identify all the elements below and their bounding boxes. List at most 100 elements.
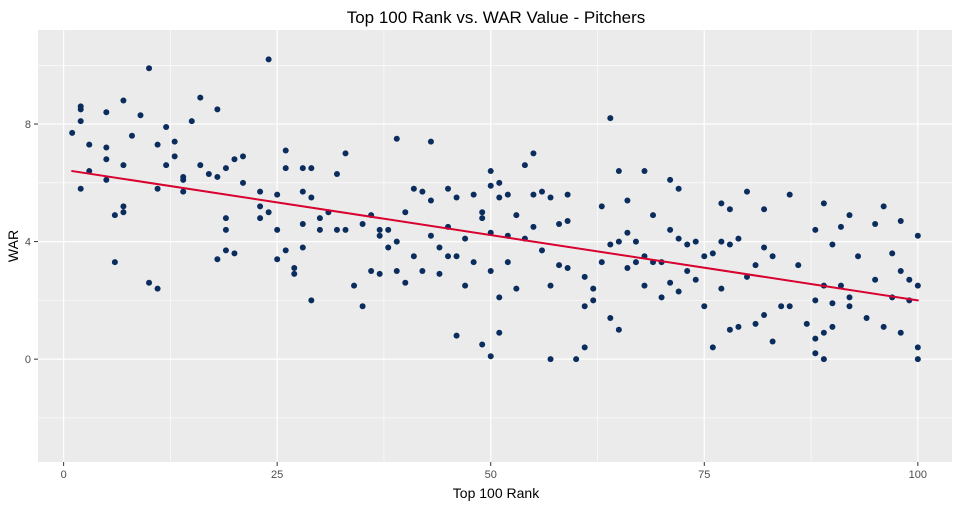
data-point xyxy=(154,141,161,148)
data-point xyxy=(846,294,853,301)
data-point xyxy=(120,97,127,104)
data-point xyxy=(419,267,426,274)
data-point xyxy=(154,285,161,292)
data-point xyxy=(889,250,896,257)
data-point xyxy=(496,329,503,336)
data-point xyxy=(316,215,323,222)
data-points xyxy=(69,56,921,363)
x-tick-label: 75 xyxy=(698,469,710,481)
data-point xyxy=(607,241,614,248)
data-point xyxy=(667,176,674,183)
data-point xyxy=(709,250,716,257)
trend-line-group xyxy=(71,170,919,302)
data-point xyxy=(863,315,870,321)
data-point xyxy=(675,185,682,192)
data-point xyxy=(718,200,725,207)
data-point xyxy=(880,323,887,330)
data-point xyxy=(197,94,204,101)
data-point xyxy=(897,218,904,225)
data-point xyxy=(761,206,768,213)
data-point xyxy=(547,282,554,289)
data-point xyxy=(146,279,153,286)
data-point xyxy=(299,188,306,195)
data-point xyxy=(333,226,340,233)
data-point xyxy=(624,265,631,272)
x-tick-label: 100 xyxy=(909,469,927,481)
data-point xyxy=(214,256,221,263)
x-tick-label: 0 xyxy=(61,469,67,481)
data-point xyxy=(427,197,434,204)
data-point xyxy=(436,270,443,277)
data-point xyxy=(914,232,921,239)
data-point xyxy=(427,138,434,145)
y-tick-label: 4 xyxy=(25,237,31,249)
data-point xyxy=(103,109,110,116)
data-point xyxy=(897,267,904,274)
data-point xyxy=(308,297,315,304)
data-point xyxy=(479,215,486,222)
data-point xyxy=(240,179,247,186)
data-point xyxy=(812,335,819,342)
data-point xyxy=(308,194,315,201)
data-point xyxy=(872,276,879,283)
data-point xyxy=(530,150,537,157)
data-point xyxy=(453,332,460,339)
data-point xyxy=(684,241,691,248)
data-point xyxy=(769,253,776,260)
data-point xyxy=(641,168,648,175)
data-point xyxy=(914,344,921,351)
data-point xyxy=(718,285,725,292)
data-point xyxy=(641,282,648,289)
data-point xyxy=(709,344,716,351)
data-point xyxy=(120,203,127,210)
data-point xyxy=(701,303,708,310)
data-point xyxy=(786,303,793,310)
data-point xyxy=(274,256,281,263)
axis-ticks: 0 25 50 75 100 0 4 8 xyxy=(25,119,927,481)
data-point xyxy=(487,353,494,360)
data-point xyxy=(470,259,477,266)
data-point xyxy=(752,320,759,327)
data-point xyxy=(77,106,84,113)
data-point xyxy=(735,235,742,242)
data-point xyxy=(658,294,665,301)
data-point xyxy=(906,276,913,283)
data-point xyxy=(462,235,469,242)
data-point xyxy=(820,356,827,363)
data-point xyxy=(376,232,383,239)
data-point xyxy=(410,185,417,192)
data-point xyxy=(436,244,443,251)
data-point xyxy=(103,156,110,163)
data-point xyxy=(282,165,289,172)
data-point xyxy=(231,250,238,257)
data-point xyxy=(880,203,887,210)
data-point xyxy=(462,282,469,289)
data-point xyxy=(128,132,135,139)
data-point xyxy=(231,156,238,163)
data-point xyxy=(829,300,836,307)
data-point xyxy=(265,209,272,216)
data-point xyxy=(590,285,597,292)
data-point xyxy=(897,329,904,336)
data-point xyxy=(453,194,460,201)
data-point xyxy=(103,144,110,151)
data-point xyxy=(111,212,118,219)
data-point xyxy=(445,185,452,192)
data-point xyxy=(496,294,503,301)
data-point xyxy=(214,106,221,113)
data-point xyxy=(77,118,84,125)
data-point xyxy=(487,267,494,274)
data-point xyxy=(812,226,819,233)
data-point xyxy=(385,244,392,251)
data-point xyxy=(351,282,358,289)
data-point xyxy=(632,238,639,245)
data-point xyxy=(342,226,349,233)
data-point xyxy=(291,265,298,272)
data-point xyxy=(914,282,921,289)
data-point xyxy=(701,253,708,260)
data-point xyxy=(667,226,674,233)
plot-panel xyxy=(38,30,952,462)
data-point xyxy=(496,194,503,201)
data-point xyxy=(359,220,366,227)
